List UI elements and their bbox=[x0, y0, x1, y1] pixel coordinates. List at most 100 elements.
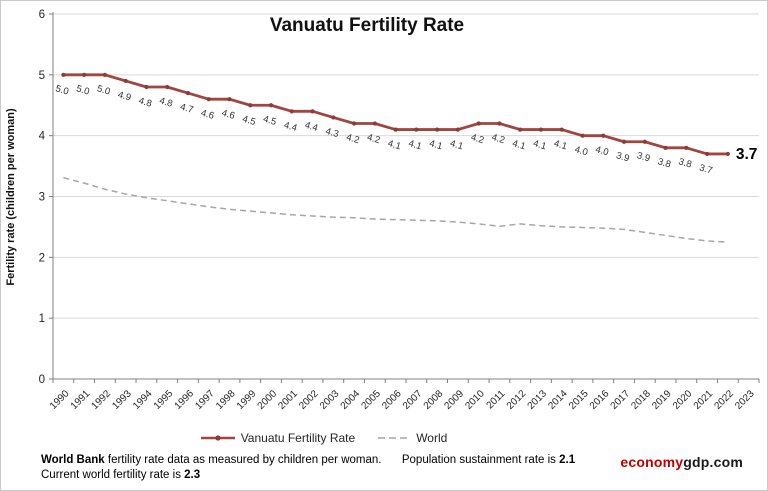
vanuatu-data-label: 3.8 bbox=[656, 156, 672, 170]
legend-item-vanuatu: Vanuatu Fertility Rate bbox=[200, 431, 356, 445]
y-tick-label: 1 bbox=[39, 313, 45, 325]
vanuatu-data-point bbox=[725, 151, 730, 157]
vanuatu-data-point bbox=[518, 127, 523, 132]
chart-title: Vanuatu Fertility Rate bbox=[270, 15, 464, 36]
vanuatu-data-label: 3.9 bbox=[615, 150, 631, 164]
logo-text-dark: gdp.com bbox=[683, 454, 743, 470]
vanuatu-data-label: 4.2 bbox=[366, 132, 382, 146]
vanuatu-data-point bbox=[414, 127, 419, 132]
x-tick-label: 2019 bbox=[650, 388, 674, 412]
vanuatu-data-label: 5.0 bbox=[75, 83, 91, 97]
vanuatu-data-label: 4.1 bbox=[428, 138, 444, 152]
x-tick-label: 1991 bbox=[69, 388, 93, 412]
vanuatu-data-point bbox=[538, 127, 544, 132]
footnote-text-2: Population sustainment rate is bbox=[398, 454, 560, 466]
x-tick-label: 2020 bbox=[671, 388, 695, 412]
vanuatu-data-point bbox=[268, 103, 274, 108]
y-tick-label: 4 bbox=[39, 131, 46, 143]
vanuatu-data-point bbox=[165, 84, 170, 90]
sustainment-rate-value: 2.1 bbox=[559, 454, 576, 466]
x-tick-label: 2010 bbox=[463, 388, 487, 412]
x-tick-label: 1999 bbox=[235, 388, 259, 412]
y-tick-label: 3 bbox=[39, 192, 45, 204]
vanuatu-data-point bbox=[206, 97, 211, 102]
vanuatu-data-label: 3.9 bbox=[636, 150, 652, 164]
vanuatu-data-point bbox=[227, 97, 232, 102]
x-tick-label: 2015 bbox=[567, 388, 591, 412]
vanuatu-data-label: 4.1 bbox=[511, 138, 527, 152]
vanuatu-data-label: 4.5 bbox=[241, 114, 257, 128]
vanuatu-data-point bbox=[497, 121, 502, 126]
y-tick-label: 0 bbox=[39, 374, 45, 386]
vanuatu-data-point bbox=[185, 90, 191, 96]
footnote-line-1: World Bank fertility rate data as measur… bbox=[41, 453, 621, 468]
vanuatu-data-point bbox=[393, 127, 398, 132]
x-tick-label: 2016 bbox=[588, 388, 612, 412]
vanuatu-data-point bbox=[331, 115, 336, 120]
world-rate-value: 2.3 bbox=[184, 469, 201, 481]
x-tick-label: 2023 bbox=[733, 388, 757, 412]
x-tick-label: 1997 bbox=[193, 388, 217, 412]
vanuatu-data-point bbox=[248, 103, 253, 108]
vanuatu-data-label: 4.0 bbox=[594, 144, 610, 158]
world-series-line bbox=[63, 176, 728, 243]
vanuatu-data-point bbox=[684, 145, 689, 150]
latest-value-label: 3.7 bbox=[736, 146, 758, 163]
chart-legend: Vanuatu Fertility Rate World bbox=[1, 431, 646, 445]
vanuatu-data-label: 4.2 bbox=[469, 132, 485, 146]
x-tick-label: 2018 bbox=[629, 388, 653, 412]
x-tick-label: 2008 bbox=[422, 388, 446, 412]
x-tick-label: 2013 bbox=[526, 388, 550, 412]
plot-area: Vanuatu Fertility Rate Fertility rate (c… bbox=[5, 9, 760, 412]
legend-label-vanuatu: Vanuatu Fertility Rate bbox=[240, 431, 356, 445]
vanuatu-data-label: 4.1 bbox=[386, 138, 402, 152]
vanuatu-data-label: 4.1 bbox=[553, 138, 569, 152]
y-tick-label: 6 bbox=[39, 9, 45, 21]
vanuatu-line-swatch-icon bbox=[200, 435, 235, 441]
vanuatu-data-label: 4.8 bbox=[137, 95, 153, 109]
vanuatu-data-point bbox=[580, 133, 585, 138]
x-tick-label: 2009 bbox=[443, 388, 467, 412]
vanuatu-data-label: 4.5 bbox=[262, 114, 278, 128]
vanuatu-data-label: 4.1 bbox=[407, 138, 423, 152]
y-tick-label: 2 bbox=[39, 252, 45, 264]
vanuatu-data-label: 4.4 bbox=[303, 120, 319, 134]
vanuatu-data-point bbox=[82, 72, 87, 77]
vanuatu-data-label: 4.6 bbox=[200, 108, 216, 122]
vanuatu-data-point bbox=[704, 151, 710, 157]
x-tick-label: 1995 bbox=[152, 388, 176, 412]
x-tick-label: 2014 bbox=[546, 388, 570, 412]
footnote-source: World Bank bbox=[41, 454, 105, 466]
x-tick-label: 2006 bbox=[380, 388, 404, 412]
vanuatu-data-point bbox=[289, 109, 294, 114]
x-tick-label: 2004 bbox=[339, 388, 363, 412]
economygdp-logo-link[interactable]: economygdp.com bbox=[620, 454, 743, 470]
footnote-text-1: fertility rate data as measured by child… bbox=[104, 454, 385, 466]
x-tick-label: 2007 bbox=[401, 388, 425, 412]
x-tick-label: 2011 bbox=[485, 388, 508, 411]
vanuatu-data-point bbox=[455, 127, 461, 132]
x-tick-label: 1994 bbox=[131, 388, 155, 412]
vanuatu-data-label: 5.0 bbox=[96, 83, 112, 97]
vanuatu-data-label: 4.6 bbox=[220, 108, 236, 122]
vanuatu-data-point bbox=[601, 133, 606, 138]
vanuatu-data-point bbox=[663, 145, 668, 150]
vanuatu-data-point bbox=[642, 139, 647, 144]
x-tick-label: 2003 bbox=[318, 388, 342, 412]
vanuatu-data-label: 3.7 bbox=[698, 162, 714, 176]
x-tick-label: 1990 bbox=[48, 388, 72, 412]
vanuatu-data-point bbox=[144, 84, 149, 90]
x-tick-label: 2012 bbox=[505, 388, 529, 412]
x-tick-label: 2000 bbox=[256, 388, 280, 412]
x-tick-label: 1993 bbox=[110, 388, 134, 412]
vanuatu-data-label: 4.8 bbox=[158, 95, 174, 109]
footnote-line-2: Current world fertility rate is 2.3 bbox=[41, 468, 621, 483]
vanuatu-data-label: 4.4 bbox=[283, 120, 299, 134]
vanuatu-data-point bbox=[123, 78, 128, 84]
vanuatu-data-label: 4.1 bbox=[532, 138, 548, 152]
vanuatu-data-point bbox=[476, 121, 481, 126]
x-tick-label: 2021 bbox=[692, 388, 716, 412]
y-tick-label: 5 bbox=[39, 70, 45, 82]
vanuatu-data-point bbox=[351, 121, 357, 126]
